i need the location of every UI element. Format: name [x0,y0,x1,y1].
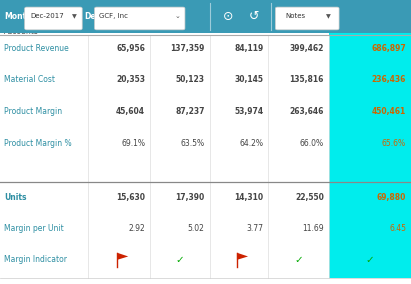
Polygon shape [237,253,248,260]
Text: 263,646: 263,646 [289,107,324,116]
FancyBboxPatch shape [25,7,82,30]
Text: 135,816: 135,816 [289,75,324,84]
Text: 15,630: 15,630 [116,193,145,202]
Bar [0,0,411,33]
Text: Dept: Dept [84,12,105,21]
Text: Margin per Unit: Margin per Unit [4,224,64,233]
Text: 399,462: 399,462 [289,44,324,53]
Text: 63.5%: 63.5% [180,139,205,148]
Text: 17,390: 17,390 [175,193,205,202]
Text: 450,461: 450,461 [372,107,406,116]
Text: Laundry
Detergent: Laundry Detergent [275,9,322,28]
Text: 84,119: 84,119 [234,44,263,53]
Text: 50,123: 50,123 [175,75,205,84]
Text: 30,145: 30,145 [234,75,263,84]
Text: Dec-2017: Dec-2017 [31,13,65,19]
Text: 69.1%: 69.1% [121,139,145,148]
Text: ✓: ✓ [365,255,374,265]
Text: ↺: ↺ [249,10,259,23]
Text: 66.0%: 66.0% [300,139,324,148]
Text: 22,550: 22,550 [295,193,324,202]
Text: 53,974: 53,974 [234,107,263,116]
Text: Material Cost: Material Cost [4,75,55,84]
Text: 20,353: 20,353 [116,75,145,84]
Text: 65.6%: 65.6% [382,139,406,148]
Text: Margin Indicator: Margin Indicator [4,255,67,264]
Text: 5.02: 5.02 [188,224,205,233]
FancyBboxPatch shape [95,7,185,30]
Text: 6.45: 6.45 [389,224,406,233]
Text: Dish Suds: Dish Suds [97,14,141,23]
Text: 686,897: 686,897 [371,44,406,53]
Text: Accounts: Accounts [4,27,39,36]
Text: 69,880: 69,880 [377,193,406,202]
Text: Notes: Notes [286,13,306,19]
Text: 2.92: 2.92 [128,224,145,233]
Text: Units: Units [4,193,27,202]
Text: ✓: ✓ [175,255,184,265]
Text: 87,237: 87,237 [175,107,205,116]
Text: ▼: ▼ [72,14,77,19]
Text: 236,436: 236,436 [372,75,406,84]
Text: ✓: ✓ [294,255,303,265]
Text: 3.77: 3.77 [247,224,263,233]
Text: GCF, Inc: GCF, Inc [99,13,129,19]
Text: Hand Soap: Hand Soap [215,14,263,23]
Text: Product Revenue: Product Revenue [4,44,69,53]
Text: 45,604: 45,604 [116,107,145,116]
Polygon shape [117,253,128,260]
Text: 64.2%: 64.2% [240,139,263,148]
Text: ▼: ▼ [326,14,331,19]
Text: ⌄: ⌄ [175,13,180,19]
Text: 137,359: 137,359 [170,44,205,53]
Text: Face Wash: Face Wash [156,14,204,23]
Text: 11.69: 11.69 [302,224,324,233]
Bar [329,33,411,278]
FancyBboxPatch shape [275,7,339,30]
Text: 65,956: 65,956 [116,44,145,53]
Text: ⊙: ⊙ [223,10,233,23]
Text: Month:: Month: [4,12,35,21]
Text: Product Margin: Product Margin [4,107,62,116]
Text: Total Product: Total Product [340,14,400,23]
Text: 14,310: 14,310 [234,193,263,202]
Text: Product Margin %: Product Margin % [4,139,72,148]
